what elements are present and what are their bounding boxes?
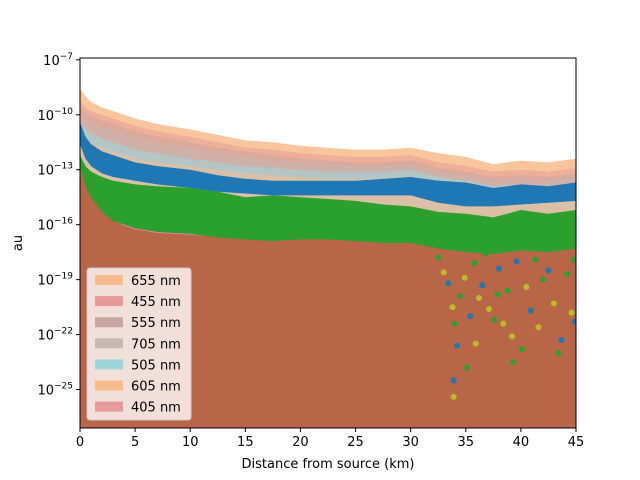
scatter-point bbox=[440, 269, 447, 276]
scatter-point bbox=[450, 393, 457, 400]
scatter-point bbox=[472, 340, 479, 347]
plot-frame bbox=[79, 57, 577, 429]
scatter-point bbox=[467, 313, 474, 320]
legend-label: 655 nm bbox=[131, 274, 181, 289]
x-tick-label: 35 bbox=[458, 435, 475, 450]
x-tick-label: 10 bbox=[182, 435, 199, 450]
scatter-point bbox=[545, 267, 552, 274]
scatter-point bbox=[494, 291, 501, 298]
overlay-band-1 bbox=[80, 122, 576, 207]
legend-swatch bbox=[95, 380, 123, 391]
y-tick-label: 10−13 bbox=[37, 162, 73, 179]
base-fill-lower bbox=[80, 166, 576, 428]
scatter-point bbox=[518, 346, 525, 353]
x-tick-label: 25 bbox=[347, 435, 364, 450]
x-tick-label: 40 bbox=[513, 435, 530, 450]
x-tick-label: 5 bbox=[131, 435, 139, 450]
scatter-point bbox=[513, 258, 520, 265]
scatter-point bbox=[495, 265, 502, 272]
legend-swatch bbox=[95, 401, 123, 412]
x-axis-label: Distance from source (km) bbox=[242, 457, 415, 472]
scatter-point bbox=[500, 320, 507, 327]
legend-label: 405 nm bbox=[131, 401, 181, 416]
scatter-point bbox=[463, 364, 470, 371]
scatter-point bbox=[539, 276, 546, 283]
scatter-point bbox=[509, 333, 516, 340]
scatter-point bbox=[510, 359, 517, 366]
y-tick-label: 10−22 bbox=[37, 327, 73, 344]
legend-label: 555 nm bbox=[131, 316, 181, 331]
scatter-point bbox=[451, 320, 458, 327]
y-tick-label: 10−7 bbox=[43, 52, 73, 69]
legend-swatch bbox=[95, 275, 123, 285]
y-tick-label: 10−16 bbox=[37, 217, 73, 234]
x-tick-label: 0 bbox=[76, 435, 84, 450]
scatter-point bbox=[527, 307, 534, 314]
scatter-point bbox=[558, 337, 565, 344]
legend-swatch bbox=[95, 296, 123, 307]
x-tick-label: 45 bbox=[568, 435, 585, 450]
y-axis-label: au bbox=[11, 235, 26, 251]
legend-swatch bbox=[95, 359, 123, 370]
scatter-point bbox=[571, 318, 576, 325]
x-tick-label: 20 bbox=[292, 435, 309, 450]
scatter-point bbox=[564, 271, 571, 278]
scatter-point bbox=[532, 256, 539, 263]
scatter-point bbox=[449, 304, 456, 311]
scatter-point bbox=[471, 260, 478, 267]
y-tick-label: 10−19 bbox=[37, 272, 73, 289]
overlay-band-2 bbox=[80, 155, 576, 254]
scatter-point bbox=[450, 377, 457, 384]
y-axis: 10−7 10−10 10−13 10−16 10−19 10−22 10−25 bbox=[37, 52, 80, 399]
legend-label: 605 nm bbox=[131, 380, 181, 395]
scatter-point bbox=[550, 300, 557, 307]
legend-swatch bbox=[95, 338, 123, 349]
scatter-point bbox=[435, 254, 442, 261]
scatter-point bbox=[568, 309, 575, 316]
scatter-point bbox=[491, 316, 498, 323]
scatter-point bbox=[445, 280, 452, 287]
y-tick-label: 10−25 bbox=[37, 382, 73, 399]
scatter-point bbox=[457, 293, 464, 300]
x-tick-label: 30 bbox=[402, 435, 419, 450]
plot-area bbox=[80, 58, 576, 428]
y-tick-label: 10−10 bbox=[37, 107, 73, 124]
scatter-point bbox=[570, 256, 576, 263]
scatter-point bbox=[476, 294, 483, 301]
scatter-point bbox=[523, 283, 530, 290]
scatter-point bbox=[485, 305, 492, 312]
scatter-point bbox=[504, 287, 511, 294]
legend-label: 455 nm bbox=[131, 295, 181, 310]
scatter-point bbox=[461, 274, 468, 281]
scatter-point bbox=[482, 250, 489, 257]
scatter-point bbox=[535, 324, 542, 331]
legend: 655 nm 455 nm 555 nm 705 nm 505 nm 605 nm 405 … bbox=[86, 267, 192, 421]
legend-swatch bbox=[95, 317, 123, 328]
scatter-point bbox=[453, 342, 460, 349]
x-tick-label: 15 bbox=[237, 435, 254, 450]
scatter-point bbox=[555, 349, 562, 356]
x-axis: 0 5 10 15 20 25 30 35 40 45 bbox=[76, 428, 584, 450]
legend-label: 505 nm bbox=[131, 358, 181, 373]
scatter-point bbox=[479, 282, 486, 289]
legend-label: 705 nm bbox=[131, 337, 181, 352]
